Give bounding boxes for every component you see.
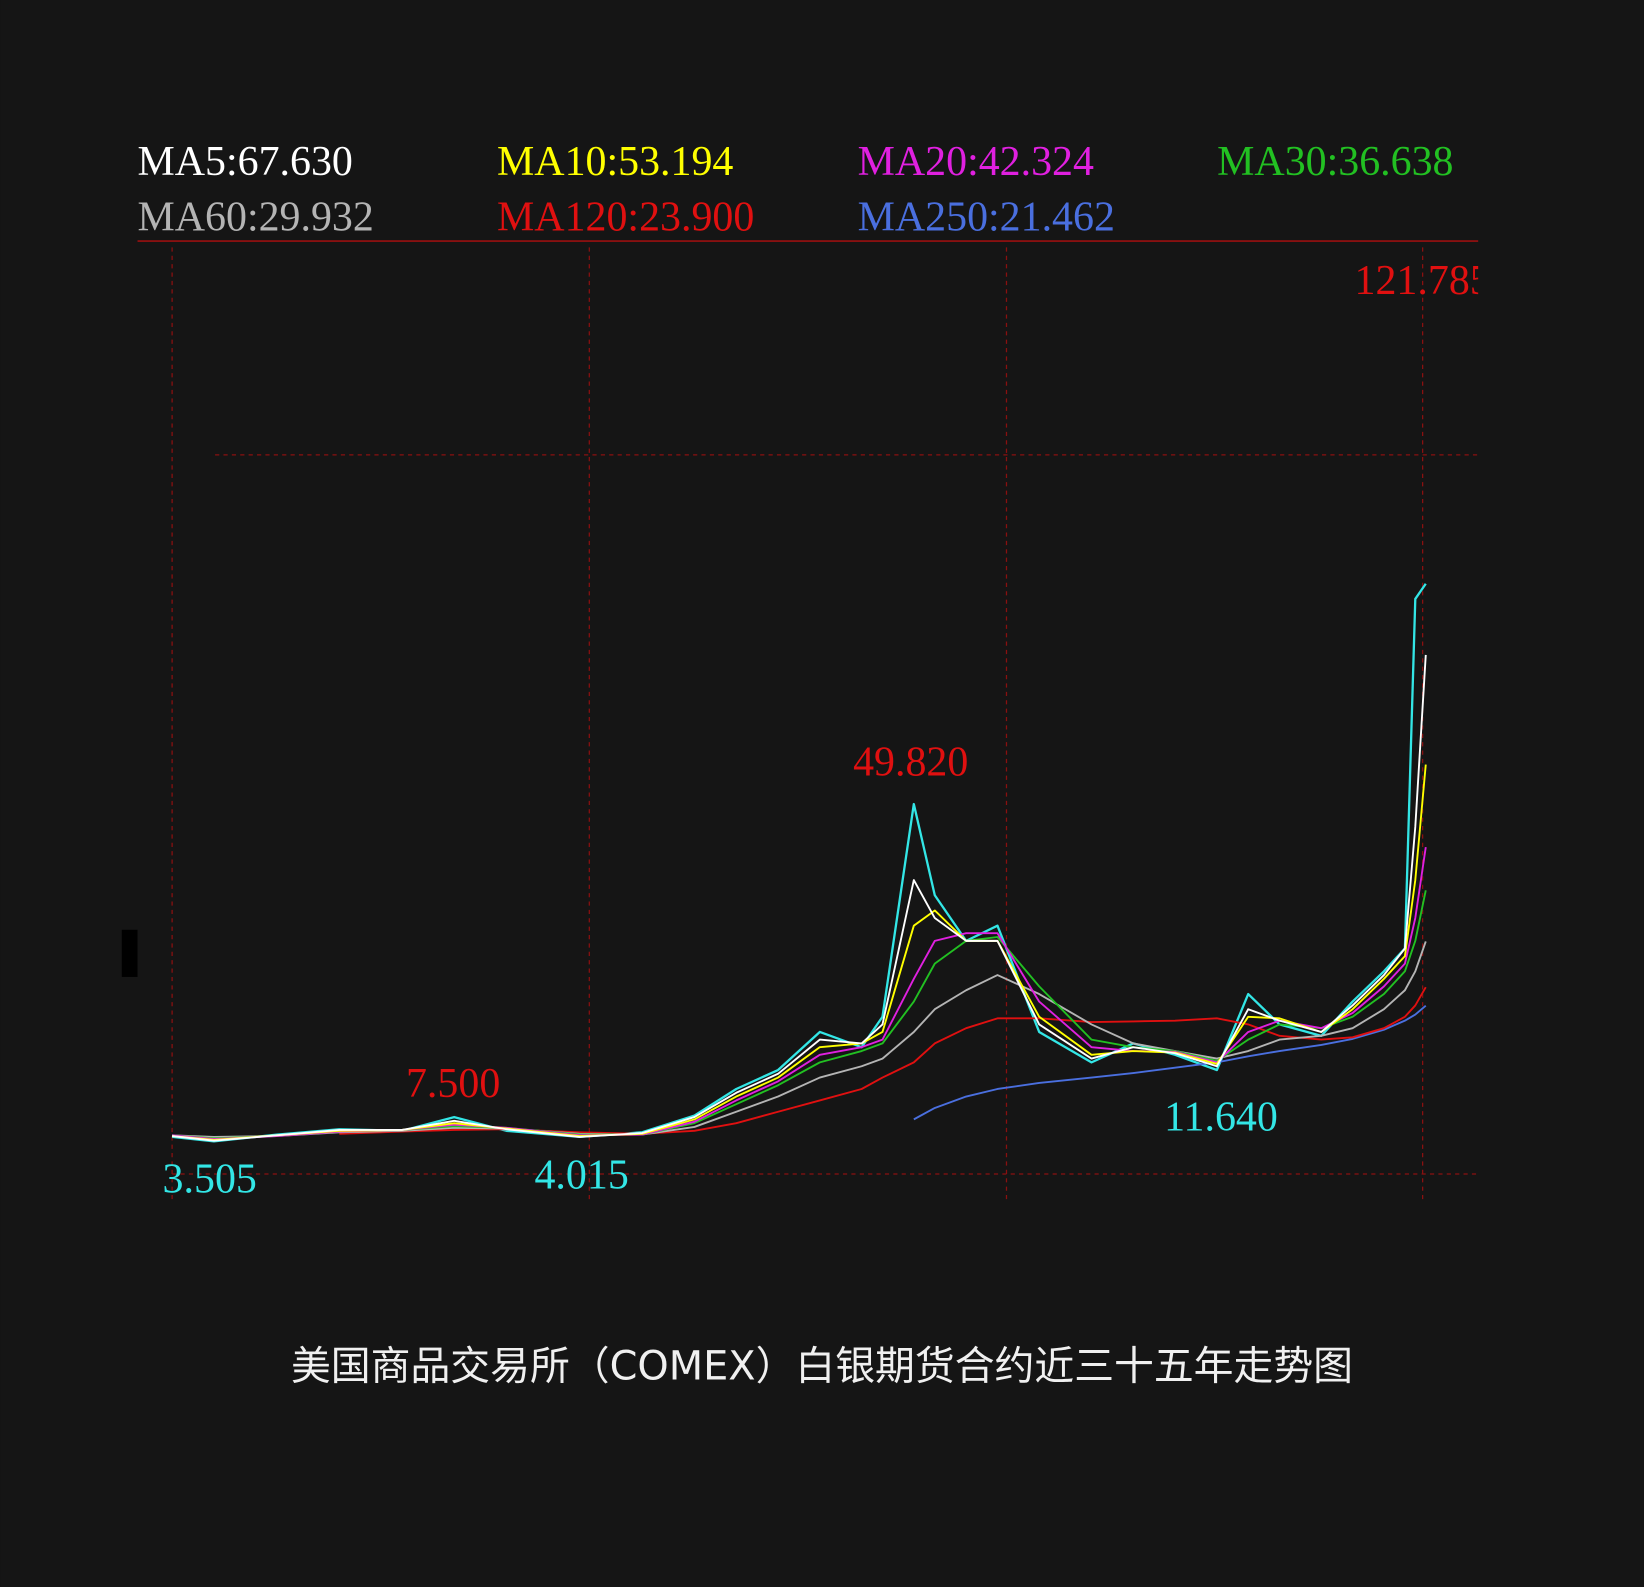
- chart-title: 美国商品交易所（COMEX）白银期货合约近三十五年走势图: [291, 1343, 1353, 1389]
- legend-entry: MA60:29.932: [138, 195, 374, 241]
- legend-entry: MA20:42.324: [858, 139, 1094, 185]
- annotation-label: 121.785: [1355, 258, 1491, 304]
- annotation-label: 7.500: [406, 1061, 500, 1107]
- legend-entry: MA120:23.900: [497, 195, 754, 241]
- ma-line: [172, 847, 1427, 1141]
- annotation-label: 49.820: [853, 740, 968, 786]
- annotation-label: 4.015: [534, 1153, 628, 1199]
- legend-entry: MA30:36.638: [1217, 139, 1453, 185]
- legend: MA5:67.630 MA10:53.194 MA20:42.324 MA30:36.…: [138, 139, 1454, 241]
- legend-entry: MA10:53.194: [497, 139, 733, 185]
- annotation-label: 3.505: [163, 1156, 257, 1202]
- annotation-label: 11.640: [1164, 1095, 1278, 1141]
- ma-line: [172, 941, 1427, 1138]
- ma-line: [172, 654, 1427, 1142]
- price-line: [171, 583, 1427, 1143]
- plot-area: 121.785 49.820 7.500 3.505 4.015 11.640: [163, 258, 1491, 1203]
- legend-entry: MA5:67.630: [138, 139, 353, 185]
- ma-line: [339, 986, 1427, 1135]
- marker-block: [121, 929, 138, 977]
- legend-entry: MA250:21.462: [858, 195, 1115, 241]
